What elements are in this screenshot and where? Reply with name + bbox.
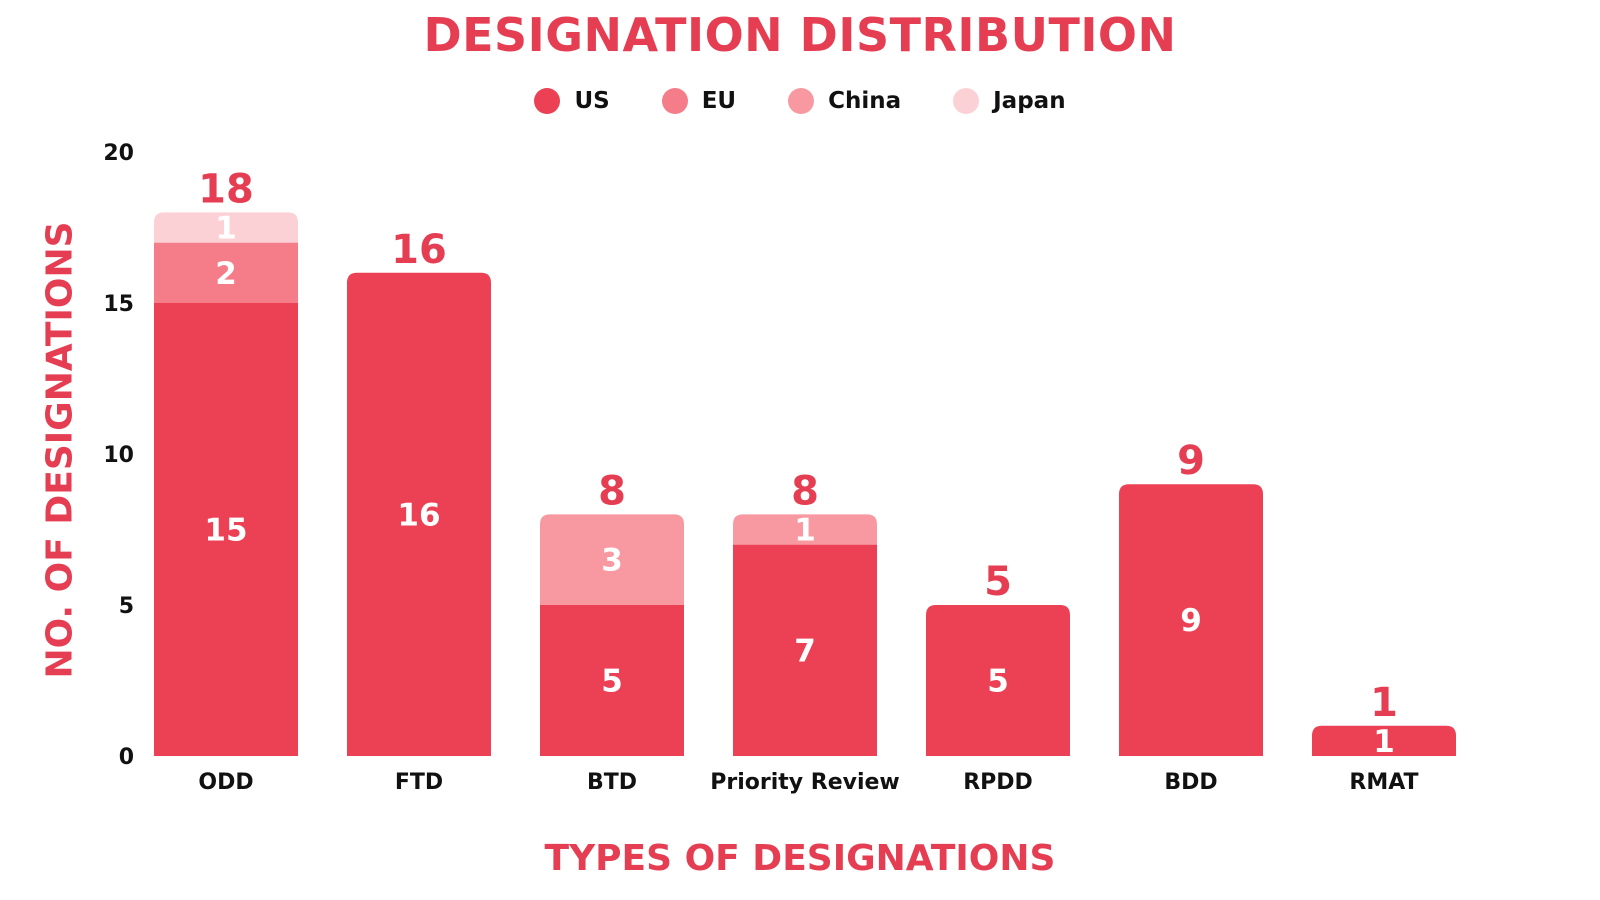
legend: US EU China Japan [0, 88, 1600, 114]
x-category-label: FTD [395, 770, 443, 795]
legend-swatch [661, 88, 688, 114]
segment-value-label: 1 [794, 513, 816, 549]
segment-value-label: 3 [601, 543, 623, 579]
x-category-label: RMAT [1349, 770, 1418, 795]
bar-segment-us [1312, 725, 1456, 756]
y-tick-label: 5 [119, 594, 134, 619]
legend-label: EU [701, 88, 737, 114]
segment-value-label: 16 [397, 497, 440, 533]
bar-total-label: 18 [198, 166, 254, 212]
legend-swatch [534, 88, 561, 114]
bar-segment-us [154, 303, 298, 756]
legend-label: Japan [993, 88, 1066, 114]
bar-total-label: 9 [1177, 438, 1205, 484]
legend-label: US [574, 88, 610, 114]
x-category-label: BDD [1164, 770, 1217, 795]
y-tick-label: 15 [103, 292, 134, 317]
bar-total-label: 8 [598, 468, 626, 514]
bar-segment-china [540, 514, 684, 605]
y-tick-label: 10 [103, 443, 134, 468]
segment-value-label: 2 [215, 256, 237, 292]
bar-segment-us [347, 272, 491, 756]
legend-item-us: US [534, 88, 610, 114]
legend-item-japan: Japan [953, 88, 1066, 114]
legend-swatch [788, 88, 815, 114]
chart-title: DESIGNATION DISTRIBUTION [423, 8, 1177, 62]
segment-value-label: 1 [1373, 724, 1395, 760]
x-axis-title: TYPES OF DESIGNATIONS [544, 838, 1056, 879]
segment-value-label: 5 [601, 664, 623, 700]
segment-value-label: 5 [987, 664, 1009, 700]
x-category-label: BTD [587, 770, 637, 795]
bar-segment-china [733, 514, 877, 545]
y-tick-label: 20 [103, 141, 134, 166]
x-category-label: RPDD [963, 770, 1033, 795]
bar-segment-eu [154, 242, 298, 303]
segment-value-label: 1 [215, 211, 237, 247]
bar-segment-us [926, 605, 1070, 756]
bar-segment-us [540, 605, 684, 756]
bar-segment-japan [154, 212, 298, 243]
legend-label: China [828, 88, 902, 114]
legend-item-eu: EU [661, 88, 737, 114]
y-tick-label: 0 [119, 745, 134, 770]
bar-segment-us [733, 544, 877, 756]
segment-value-label: 7 [794, 633, 816, 669]
x-category-label: Priority Review [710, 770, 900, 795]
bar-segment-us [1119, 484, 1263, 756]
bar-total-label: 8 [791, 468, 819, 514]
segment-value-label: 15 [204, 513, 247, 549]
x-category-label: ODD [198, 770, 253, 795]
legend-item-china: China [788, 88, 901, 114]
bar-total-label: 1 [1370, 680, 1398, 726]
bar-total-label: 5 [984, 559, 1012, 605]
bar-total-label: 16 [391, 227, 447, 273]
segment-value-label: 9 [1180, 603, 1202, 639]
legend-swatch [953, 88, 980, 114]
